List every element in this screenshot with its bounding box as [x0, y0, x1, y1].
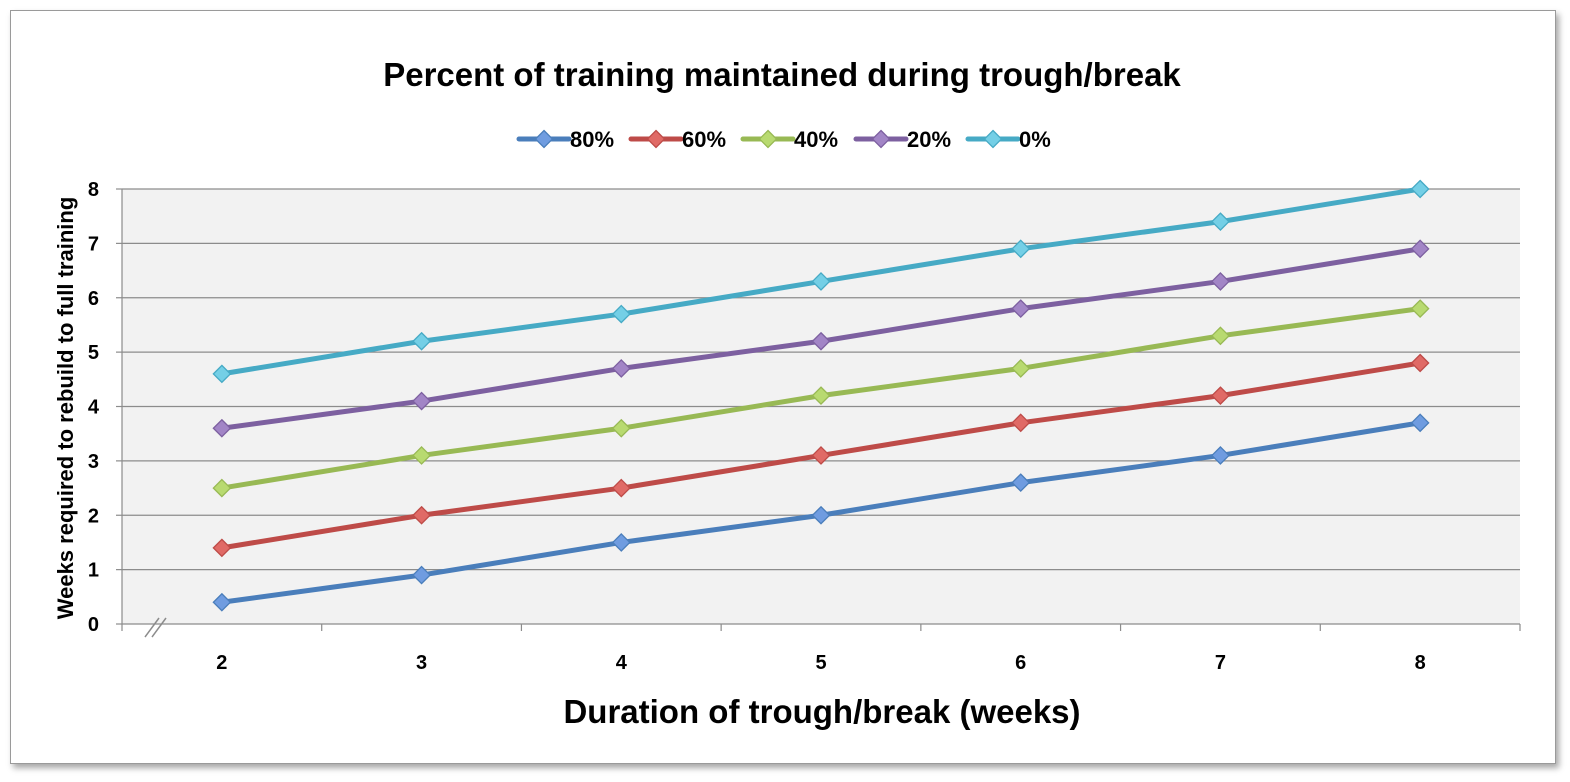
data-point-marker — [811, 446, 831, 465]
x-tick-label: 4 — [616, 652, 628, 674]
x-tick-label: 2 — [216, 652, 227, 674]
gridlines — [122, 188, 1520, 571]
legend-item: 60% — [628, 127, 726, 152]
data-point-marker — [1410, 179, 1430, 199]
legend-label: 20% — [907, 127, 951, 152]
data-point-marker — [1011, 239, 1031, 259]
legend-item: 80% — [516, 127, 614, 152]
legend-label: 60% — [682, 127, 726, 152]
legend-marker — [871, 129, 891, 149]
data-point-marker — [611, 533, 631, 552]
legend-label: 40% — [794, 127, 838, 152]
chart-title: Percent of training maintained during tr… — [383, 56, 1181, 93]
data-point-marker — [1211, 212, 1230, 232]
data-point-marker — [412, 446, 431, 465]
data-point-marker — [1211, 326, 1230, 346]
data-point-marker — [611, 478, 631, 498]
axis-break-stroke — [144, 617, 160, 638]
y-tick-label: 7 — [88, 233, 99, 255]
data-point-marker — [611, 418, 631, 438]
y-tick-label: 3 — [88, 451, 99, 473]
series — [212, 179, 1430, 384]
series — [212, 413, 1430, 612]
x-tick-label: 8 — [1415, 652, 1426, 674]
y-axis-ticks: 0 1 2 3 4 5 6 7 8 — [88, 179, 100, 636]
data-point-marker — [611, 359, 631, 378]
data-point-marker — [811, 272, 831, 291]
legend-label: 0% — [1019, 127, 1051, 152]
x-tick-label: 7 — [1215, 652, 1226, 674]
data-point-marker — [212, 538, 232, 558]
data-point-marker — [1410, 239, 1430, 259]
data-point-marker — [1211, 446, 1230, 465]
y-tick-label: 8 — [88, 179, 99, 201]
data-point-marker — [1410, 413, 1430, 433]
series — [212, 353, 1430, 558]
data-point-marker — [412, 505, 431, 525]
chart-frame: Percent of training maintained during tr… — [10, 10, 1556, 764]
data-point-marker — [412, 331, 431, 351]
data-point-marker — [1211, 386, 1230, 406]
line-chart: Percent of training maintained during tr… — [53, 56, 1521, 730]
x-axis-ticks: 2 3 4 5 6 7 8 — [216, 652, 1425, 674]
y-tick-label: 6 — [88, 288, 99, 310]
data-point-marker — [1211, 272, 1230, 291]
series — [212, 239, 1430, 438]
y-tick-label: 1 — [88, 560, 99, 582]
axis-break-stroke — [151, 617, 167, 638]
data-point-marker — [1011, 413, 1031, 433]
y-tick-label: 4 — [88, 397, 100, 419]
legend-marker — [983, 129, 1003, 149]
series — [212, 299, 1430, 498]
data-point-marker — [1011, 299, 1031, 319]
data-point-marker — [412, 565, 431, 585]
data-point-marker — [811, 386, 831, 406]
y-tick-label: 5 — [88, 342, 99, 364]
legend-marker — [534, 129, 554, 149]
data-point-marker — [212, 364, 232, 384]
x-axis-title: Duration of trough/break (weeks) — [563, 693, 1080, 730]
data-point-marker — [412, 391, 431, 411]
data-point-marker — [1410, 299, 1430, 319]
axis-break-icon — [144, 617, 167, 638]
y-tick-label: 2 — [88, 505, 99, 527]
legend-item: 40% — [740, 127, 838, 152]
data-point-marker — [212, 592, 232, 612]
data-point-marker — [1011, 473, 1031, 493]
legend-marker — [646, 129, 666, 149]
series-lines — [212, 179, 1430, 612]
legend-item: 20% — [853, 127, 951, 152]
legend-marker — [758, 129, 778, 149]
x-tick-label: 5 — [815, 652, 826, 674]
y-tick-label: 0 — [88, 614, 99, 636]
data-point-marker — [811, 505, 831, 525]
axes — [116, 188, 1521, 638]
x-tick-label: 3 — [416, 652, 427, 674]
data-point-marker — [212, 418, 232, 438]
data-point-marker — [611, 304, 631, 324]
x-tick-label: 6 — [1015, 652, 1026, 674]
legend: 80% 60% 40% 20% 0% — [516, 127, 1051, 152]
legend-label: 80% — [570, 127, 614, 152]
y-axis-title: Weeks required to rebuild to full traini… — [53, 197, 78, 620]
data-point-marker — [212, 478, 232, 498]
data-point-marker — [811, 331, 831, 351]
data-point-marker — [1410, 353, 1430, 373]
legend-item: 0% — [965, 127, 1051, 152]
data-point-marker — [1011, 359, 1031, 378]
